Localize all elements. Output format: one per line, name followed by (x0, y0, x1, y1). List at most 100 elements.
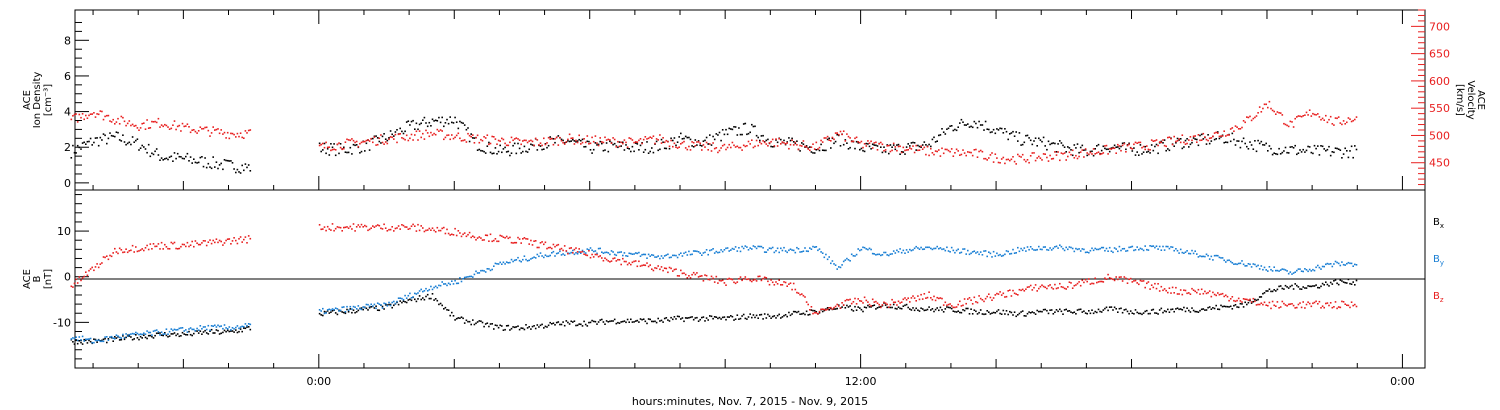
bx-point (1286, 286, 1288, 288)
bx-point (1342, 281, 1345, 283)
velocity-point (1023, 158, 1026, 161)
bx-point (1189, 311, 1192, 313)
by-point (86, 338, 89, 341)
density-point (1217, 131, 1219, 133)
bx-point (946, 306, 948, 308)
bz-point (710, 275, 713, 278)
density-tick-label: 8 (64, 34, 71, 47)
bx-point (407, 299, 410, 301)
density-point (149, 155, 152, 158)
density-point (241, 164, 243, 167)
velocity-point (1302, 115, 1304, 117)
density-point (573, 140, 576, 142)
bz-point (1188, 292, 1190, 294)
density-point (970, 125, 972, 128)
density-point (1300, 151, 1303, 153)
bz-point (1202, 292, 1205, 295)
bz-point (959, 300, 961, 303)
velocity-point (754, 145, 756, 148)
velocity-point (1013, 160, 1016, 163)
by-point (1113, 247, 1116, 249)
bx-point (934, 308, 937, 311)
velocity-point (1054, 151, 1056, 153)
by-point (135, 331, 137, 334)
bx-point (862, 310, 864, 313)
velocity-point (718, 149, 721, 152)
bx-point (896, 308, 898, 310)
velocity-point (96, 113, 98, 115)
density-point (1231, 132, 1234, 135)
density-point (472, 137, 474, 139)
bz-point (318, 224, 321, 226)
density-point (855, 140, 858, 143)
by-point (83, 340, 85, 342)
velocity-point (1071, 149, 1074, 152)
bz-point (965, 302, 967, 305)
density-point (928, 143, 930, 146)
bz-point (1334, 301, 1337, 303)
bx-point (1067, 310, 1069, 312)
by-point (1228, 259, 1230, 261)
bx-point (523, 328, 526, 331)
bz-point (1041, 284, 1043, 286)
bz-point (930, 297, 932, 299)
density-point (620, 145, 622, 147)
density-point (973, 120, 976, 123)
density-point (197, 161, 200, 164)
by-point (334, 307, 337, 309)
velocity-point (751, 139, 753, 141)
velocity-point (381, 141, 384, 144)
density-point (1199, 134, 1201, 137)
bx-point (122, 335, 124, 337)
bz-point (325, 229, 327, 232)
bx-point (834, 308, 837, 310)
density-point (483, 150, 485, 153)
density-point (407, 120, 410, 122)
bx-point (918, 310, 921, 312)
density-point (391, 133, 393, 136)
velocity-point (588, 143, 590, 145)
velocity-point (1088, 153, 1090, 156)
velocity-point (434, 133, 437, 136)
density-point (476, 149, 479, 151)
bz-point (436, 226, 439, 229)
density-point (801, 142, 803, 144)
velocity-point (1217, 132, 1219, 134)
bz-point (1268, 301, 1271, 304)
velocity-point (1018, 155, 1021, 158)
velocity-point (991, 152, 993, 154)
density-point (821, 149, 824, 151)
velocity-point (759, 141, 761, 144)
density-point (399, 127, 401, 130)
velocity-point (568, 133, 571, 136)
density-point (359, 152, 361, 154)
density-point (165, 157, 168, 160)
bz-point (768, 283, 771, 286)
bz-point (430, 229, 432, 231)
bx-point (1004, 313, 1006, 315)
velocity-point (1091, 153, 1093, 155)
bx-point (1138, 312, 1140, 315)
density-point (673, 137, 676, 139)
bx-point (673, 316, 676, 318)
bx-point (520, 327, 522, 329)
velocity-point (536, 139, 539, 141)
velocity-point (1191, 139, 1193, 142)
by-point (247, 323, 250, 325)
velocity-point (720, 147, 722, 149)
density-point (1120, 145, 1122, 148)
velocity-point (1239, 128, 1242, 130)
bx-point (1131, 312, 1134, 314)
bz-point (547, 246, 550, 249)
by-point (228, 326, 231, 328)
density-point (897, 143, 900, 146)
by-point (955, 249, 958, 252)
bz-point (354, 230, 356, 232)
density-point (930, 145, 932, 148)
bx-point (778, 313, 780, 316)
by-point (1307, 270, 1309, 273)
velocity-point (926, 145, 929, 148)
bz-point (441, 227, 443, 230)
density-point (938, 134, 940, 137)
bx-point (905, 303, 908, 306)
